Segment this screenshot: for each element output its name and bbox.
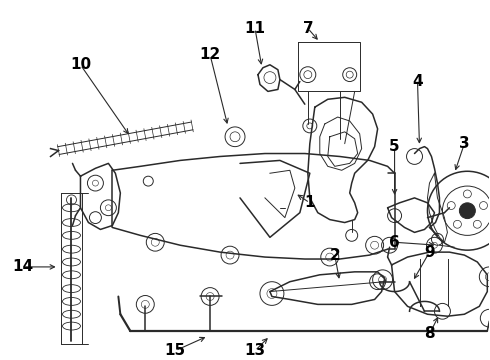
Text: 4: 4 (412, 74, 423, 89)
Text: 8: 8 (424, 327, 435, 342)
Circle shape (460, 203, 475, 219)
Text: 15: 15 (165, 343, 186, 358)
Text: 6: 6 (389, 235, 400, 250)
Text: 7: 7 (302, 21, 313, 36)
Text: 13: 13 (245, 343, 266, 358)
Text: 1: 1 (305, 195, 315, 210)
Text: 5: 5 (389, 139, 400, 154)
Text: 9: 9 (424, 245, 435, 260)
Text: 14: 14 (12, 260, 33, 274)
Text: 2: 2 (329, 248, 340, 262)
Text: 3: 3 (459, 136, 470, 151)
Text: 12: 12 (199, 48, 220, 62)
Text: 11: 11 (245, 21, 266, 36)
Text: 10: 10 (70, 57, 91, 72)
